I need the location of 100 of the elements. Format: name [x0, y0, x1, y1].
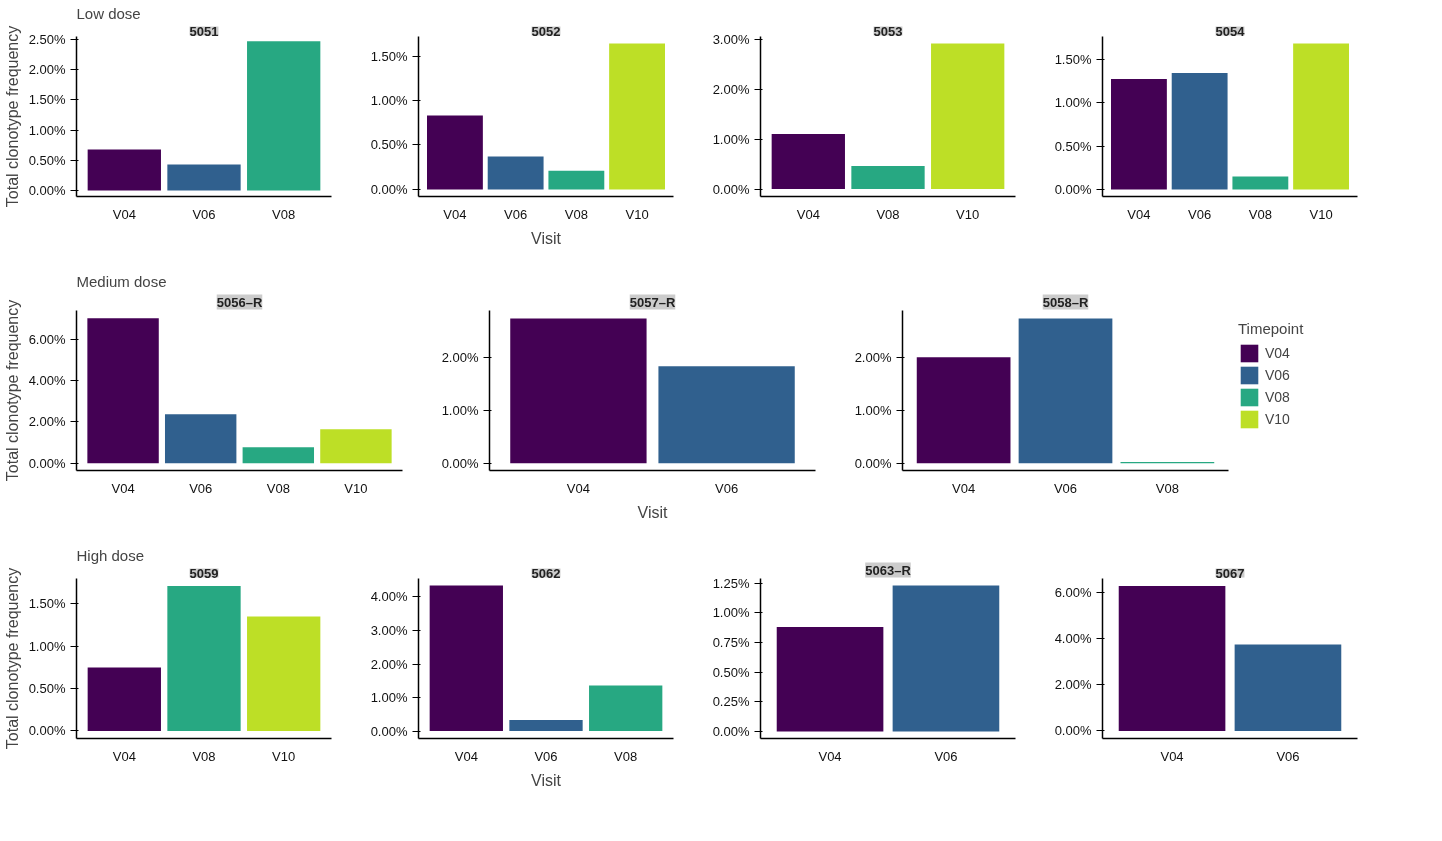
x-tick-label: V06 [192, 206, 216, 222]
legend-label: V06 [1265, 367, 1290, 383]
x-tick-label: V04 [1160, 748, 1184, 764]
legend-title: Timepoint [1238, 320, 1304, 337]
y-tick-label: 3.00% [370, 622, 408, 638]
x-tick-label: V08 [564, 206, 588, 222]
x-tick-label: V10 [272, 748, 296, 764]
chart-title: 5059 [189, 565, 219, 581]
x-axis-title: Visit [531, 229, 562, 247]
x-tick-label: V04 [818, 748, 842, 764]
y-tick-label: 2.00% [712, 81, 750, 97]
y-tick-label: 0.00% [441, 455, 479, 471]
x-tick-label: V04 [443, 206, 467, 222]
y-axis-title: Total clonotype frequency [3, 299, 21, 482]
y-tick-label: 0.25% [712, 694, 750, 710]
y-tick-label: 2.00% [28, 62, 66, 78]
chart-title: 5062 [531, 565, 561, 581]
chart-subtitle: High dose [76, 546, 145, 564]
x-tick-label: V04 [1127, 206, 1151, 222]
y-tick-label: 0.00% [370, 723, 408, 739]
legend-label: V04 [1265, 345, 1290, 361]
y-tick-label: 4.00% [1054, 631, 1092, 647]
y-tick-label: 0.50% [712, 664, 750, 680]
y-tick-label: 1.00% [28, 122, 66, 138]
y-tick-label: 4.00% [370, 589, 408, 605]
y-tick-label: 1.00% [370, 690, 408, 706]
y-tick-label: 2.50% [28, 32, 66, 48]
chart-title: 5067 [1215, 565, 1245, 581]
y-tick-label: 0.00% [28, 723, 66, 739]
y-tick-label: 1.00% [1054, 95, 1092, 111]
x-tick-label: V04 [454, 748, 478, 764]
y-tick-label: 2.00% [370, 656, 408, 672]
y-tick-label: 0.75% [712, 635, 750, 650]
x-tick-label: V04 [566, 480, 590, 496]
y-tick-label: 1.25% [712, 575, 750, 591]
y-tick-label: 0.00% [1054, 182, 1092, 198]
y-tick-label: 1.00% [370, 93, 408, 108]
chart-title: 5056–R [216, 294, 263, 310]
y-tick-label: 1.00% [854, 403, 892, 418]
x-tick-label: V08 [876, 206, 900, 222]
x-axis-title: Visit [637, 503, 669, 521]
chart-title: 5058–R [1042, 294, 1089, 310]
y-tick-label: 0.50% [28, 152, 66, 168]
y-tick-label: 2.00% [28, 414, 66, 430]
y-tick-label: 0.00% [28, 182, 66, 198]
x-tick-label: V04 [112, 748, 136, 764]
chart-title: 5053 [873, 23, 903, 39]
x-tick-label: V06 [715, 480, 739, 496]
x-tick-label: V08 [266, 480, 290, 496]
chart-title: 5052 [531, 23, 561, 39]
y-tick-label: 1.50% [370, 48, 408, 64]
x-tick-label: V10 [625, 206, 649, 222]
x-tick-label: V04 [112, 206, 136, 222]
y-tick-label: 0.00% [712, 723, 750, 739]
y-tick-label: 1.00% [712, 605, 750, 621]
y-tick-label: 1.00% [712, 131, 750, 147]
y-tick-label: 2.00% [854, 350, 892, 366]
y-tick-label: 3.00% [712, 31, 750, 47]
y-tick-label: 0.50% [28, 681, 66, 697]
chart-title: 5057–R [629, 294, 676, 310]
y-tick-label: 0.00% [1054, 723, 1092, 739]
x-tick-label: V06 [934, 748, 958, 764]
y-tick-label: 4.00% [28, 373, 66, 389]
x-tick-label: V06 [504, 206, 528, 222]
x-tick-label: V08 [1155, 480, 1179, 496]
x-tick-label: V08 [192, 748, 216, 764]
y-tick-label: 0.00% [370, 181, 408, 197]
x-tick-label: V08 [614, 748, 638, 764]
y-tick-label: 6.00% [28, 331, 66, 347]
x-tick-label: V10 [956, 206, 980, 222]
y-tick-label: 2.00% [1054, 677, 1092, 693]
chart-subtitle: Medium dose [76, 272, 167, 290]
legend-label: V10 [1265, 411, 1290, 427]
y-tick-label: 2.00% [441, 350, 479, 366]
x-tick-label: V08 [272, 206, 296, 222]
x-tick-label: V04 [111, 480, 135, 496]
y-tick-label: 0.00% [712, 181, 750, 197]
chart-title: 5054 [1215, 23, 1246, 39]
x-tick-label: V10 [344, 480, 368, 496]
y-axis-title: Total clonotype frequency [3, 25, 21, 208]
y-tick-label: 0.00% [28, 455, 66, 471]
y-tick-label: 0.00% [854, 455, 892, 471]
x-tick-label: V04 [796, 206, 820, 222]
y-tick-label: 1.00% [28, 638, 66, 654]
x-tick-label: V06 [534, 748, 558, 764]
x-axis-title: Visit [531, 771, 562, 789]
chart-subtitle: Low dose [76, 4, 141, 22]
y-tick-label: 0.50% [370, 137, 408, 153]
chart-title: 5051 [189, 23, 219, 39]
y-tick-label: 0.50% [1054, 138, 1092, 154]
x-tick-label: V04 [952, 480, 976, 496]
x-tick-label: V06 [189, 480, 213, 496]
x-tick-label: V06 [1188, 206, 1212, 222]
y-tick-label: 1.50% [1054, 51, 1092, 67]
x-tick-label: V06 [1276, 748, 1300, 764]
chart-title: 5063–R [865, 562, 912, 578]
x-tick-label: V06 [1053, 480, 1078, 496]
x-tick-label: V08 [1248, 206, 1272, 222]
x-tick-label: V10 [1309, 206, 1333, 222]
legend-label: V08 [1265, 389, 1290, 405]
